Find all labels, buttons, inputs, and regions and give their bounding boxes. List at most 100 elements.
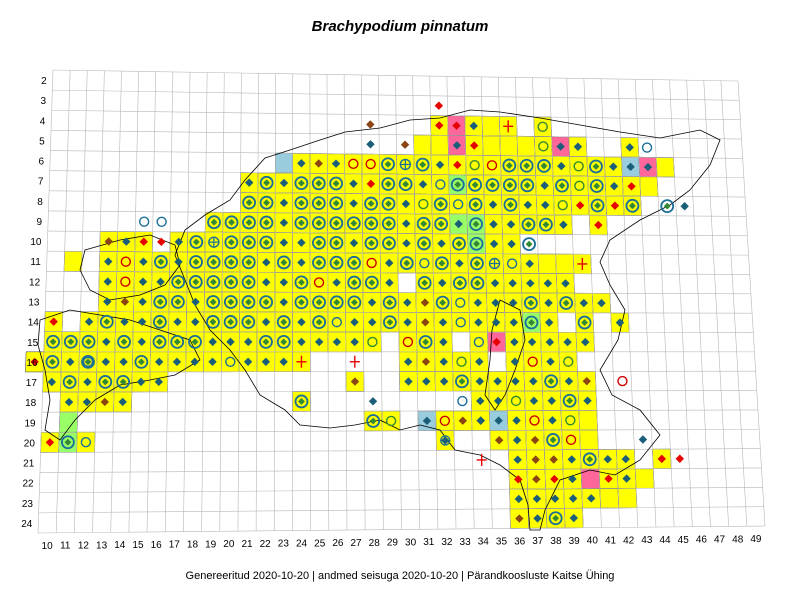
row-label: 12 <box>29 277 41 288</box>
blue-diamond-icon <box>621 454 630 464</box>
blue-diamond-icon <box>561 279 570 288</box>
ringed-diamond-icon <box>350 298 358 306</box>
blue-diamond-icon <box>439 377 449 386</box>
grid-cell <box>465 154 484 176</box>
ringed-diamond-icon <box>227 238 235 246</box>
ringed-diamond-icon <box>542 221 550 229</box>
grid-cell <box>639 176 659 197</box>
ringed-diamond-icon <box>473 240 480 248</box>
column-label: 25 <box>314 538 326 549</box>
grid-line-horizontal <box>41 409 758 413</box>
ringed-diamond-icon <box>417 236 431 251</box>
grid-cell <box>469 331 489 353</box>
grid-lines-layer <box>37 69 766 534</box>
blue-circle-icon <box>419 257 430 269</box>
grid-cell <box>553 195 573 216</box>
grid-cell <box>561 429 581 450</box>
blue-diamond-icon <box>491 318 501 327</box>
blue-diamond-icon <box>368 317 377 327</box>
grid-line-vertical <box>273 73 276 531</box>
ringed-diamond-icon <box>594 202 601 209</box>
blue-diamond-icon <box>525 259 534 268</box>
ringed-diamond-icon <box>259 195 274 210</box>
blue-diamond-icon <box>154 377 164 387</box>
column-label: 14 <box>114 540 126 551</box>
blue-diamond-icon <box>513 455 522 464</box>
column-label: 38 <box>550 536 562 547</box>
column-label: 21 <box>241 539 253 550</box>
blue-diamond-icon <box>368 397 378 406</box>
ringed-diamond-icon <box>562 299 570 307</box>
ringed-diamond-icon <box>63 334 78 349</box>
grid-cell <box>655 157 675 178</box>
ringed-diamond-icon <box>367 219 375 227</box>
blue-diamond-icon <box>437 239 446 248</box>
grid-line-horizontal <box>44 331 754 333</box>
blue-diamond-icon <box>297 238 306 247</box>
ringed-diamond-icon <box>663 202 671 210</box>
blue-diamond-icon <box>625 143 634 152</box>
blue-diamond-icon <box>66 357 75 367</box>
blue-diamond-icon <box>261 357 271 366</box>
ringed-diamond-icon <box>625 198 640 213</box>
ringed-diamond-icon <box>312 255 326 270</box>
grid-line-horizontal <box>43 370 756 373</box>
ringed-diamond-icon <box>381 157 395 172</box>
grid-line-horizontal <box>39 487 763 494</box>
ringed-diamond-icon <box>332 199 340 207</box>
ringed-diamond-icon <box>546 433 560 447</box>
ringed-diamond-icon <box>152 314 167 329</box>
ringed-diamond-icon <box>366 414 381 428</box>
grid-cell <box>116 251 136 273</box>
ringed-diamond-icon <box>566 397 574 405</box>
ringed-diamond-icon <box>223 295 238 309</box>
ringed-diamond-icon <box>262 239 270 246</box>
ringed-diamond-icon <box>333 239 340 247</box>
ringed-diamond-icon <box>403 259 411 267</box>
grid-cell <box>578 410 598 431</box>
red-circle-icon <box>365 158 376 170</box>
ringed-diamond-icon <box>157 258 165 266</box>
ringed-diamond-icon <box>450 177 465 192</box>
ringed-diamond-icon <box>581 319 588 326</box>
red-diamond-icon <box>604 474 613 483</box>
ringed-diamond-icon <box>294 275 309 290</box>
blue-diamond-icon <box>84 317 94 326</box>
ringed-diamond-icon <box>227 318 235 326</box>
row-label: 14 <box>28 318 40 329</box>
ringed-diamond-icon <box>421 279 429 287</box>
ringed-diamond-icon <box>402 180 410 188</box>
green-circle-icon <box>537 121 548 132</box>
blue-diamond-icon <box>261 317 271 327</box>
ringed-diamond-icon <box>259 235 274 250</box>
blue-diamond-icon <box>494 416 503 425</box>
row-label: 23 <box>22 499 34 510</box>
grid-line-vertical <box>480 76 493 529</box>
blue-diamond-icon <box>208 337 217 347</box>
ringed-diamond-icon <box>189 255 203 269</box>
ringed-diamond-icon <box>242 195 257 210</box>
grid-cell <box>76 431 96 453</box>
grid-cell <box>555 253 575 274</box>
ringed-diamond-icon <box>521 217 536 232</box>
ringed-diamond-icon <box>485 178 500 192</box>
row-label: 18 <box>25 398 37 409</box>
grid-line-horizontal <box>40 448 761 453</box>
red-diamond-icon <box>139 237 148 246</box>
column-label: 33 <box>460 537 472 548</box>
green-circle-icon <box>385 415 397 427</box>
blue-diamond-icon <box>191 297 200 307</box>
blue-diamond-icon <box>439 357 448 366</box>
grid-line-vertical <box>532 77 548 529</box>
ringed-diamond-icon <box>116 374 131 389</box>
ringed-diamond-icon <box>224 255 239 270</box>
blue-diamond-icon <box>533 514 542 523</box>
grid-cell <box>431 174 450 195</box>
ringed-diamond-icon <box>524 315 539 330</box>
ringed-diamond-icon <box>81 334 96 349</box>
grid-cell <box>448 194 468 215</box>
blue-diamond-icon <box>385 278 394 287</box>
blue-diamond-icon <box>403 298 412 307</box>
blue-diamond-icon <box>490 278 500 288</box>
ringed-diamond-icon <box>547 377 555 385</box>
